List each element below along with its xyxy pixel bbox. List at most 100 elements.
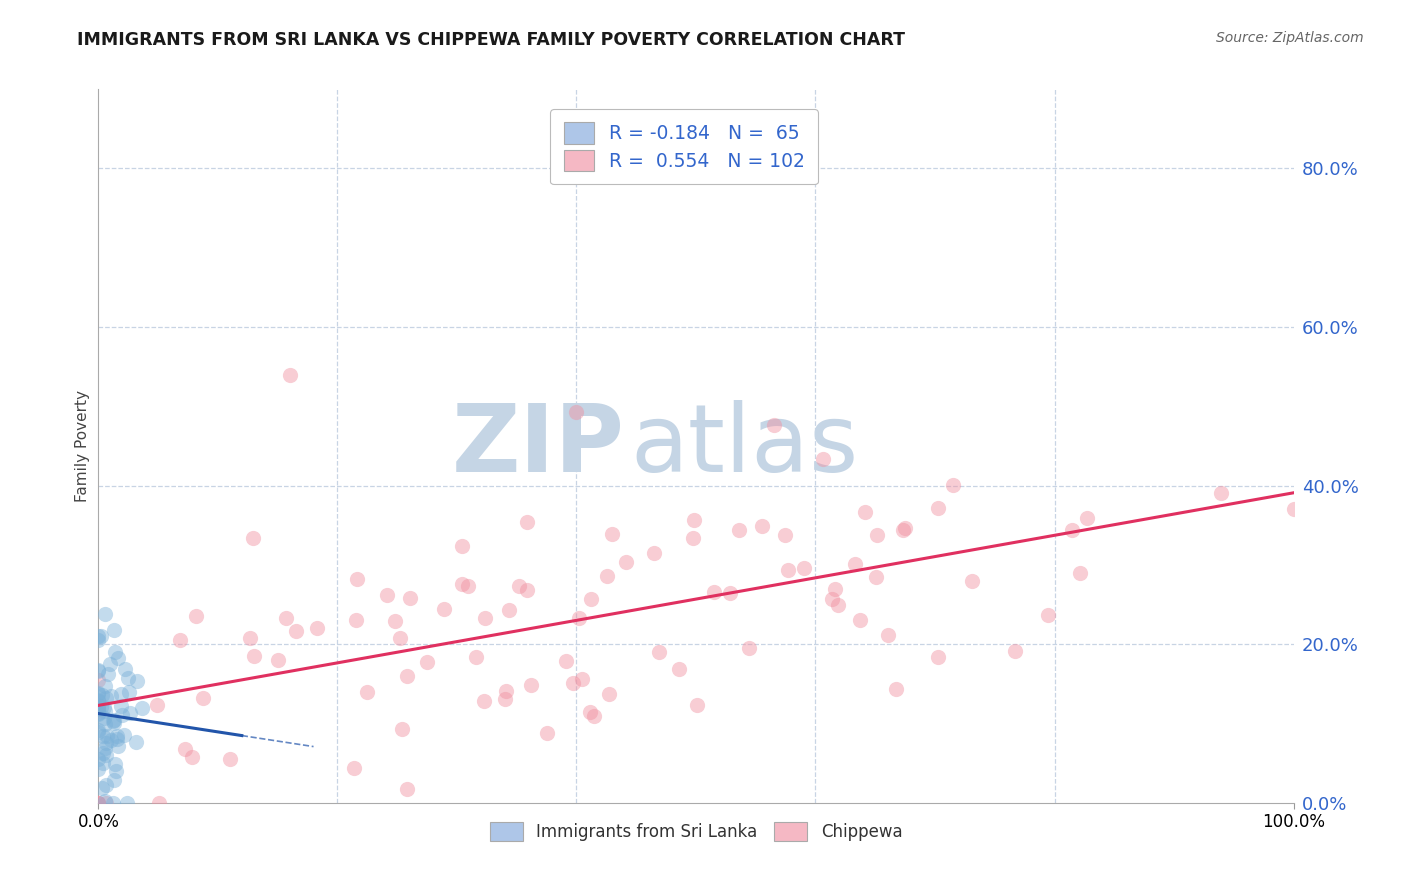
Point [107,739,129,754]
Point [87,796,110,810]
Point [643,546,665,560]
Point [105,729,128,743]
Point [242,531,264,545]
Point [110,687,132,701]
Point [578,705,600,719]
Point [516,515,538,529]
Point [93,711,115,725]
Point [110,699,132,714]
Text: atlas: atlas [630,400,859,492]
Point [96,730,118,744]
Point [169,632,191,647]
Point [598,687,620,701]
Point [104,645,127,659]
Point [111,708,134,723]
Point [87,700,110,714]
Point [827,598,849,612]
Point [346,572,368,586]
Point [457,579,479,593]
Point [718,586,741,600]
Point [239,631,262,645]
Point [191,690,214,705]
Point [474,611,496,625]
Point [451,539,474,553]
Point [686,698,709,713]
Point [1038,607,1060,622]
Point [96,691,118,706]
Point [103,772,125,787]
Point [614,555,637,569]
Point [579,591,602,606]
Point [87,663,110,677]
Point [87,796,110,810]
Point [865,570,887,584]
Text: ZIP: ZIP [451,400,624,492]
Point [582,709,605,723]
Point [866,528,889,542]
Point [821,592,844,607]
Point [94,607,117,622]
Point [104,756,127,771]
Point [703,585,725,599]
Legend: Immigrants from Sri Lanka, Chippewa: Immigrants from Sri Lanka, Chippewa [482,815,910,848]
Point [433,601,456,615]
Point [87,686,110,700]
Point [100,690,122,704]
Point [97,666,120,681]
Point [243,648,266,663]
Point [274,611,297,625]
Point [738,640,761,655]
Point [87,723,110,737]
Point [472,694,495,708]
Point [90,688,112,702]
Y-axis label: Family Poverty: Family Poverty [75,390,90,502]
Point [117,671,139,685]
Point [536,726,558,740]
Point [962,574,984,588]
Point [398,591,420,605]
Point [127,673,149,688]
Point [87,701,110,715]
Point [94,778,117,792]
Point [87,706,110,720]
Point [94,736,117,750]
Point [894,521,917,535]
Point [90,780,112,795]
Point [87,725,110,739]
Point [307,621,329,635]
Point [131,700,153,714]
Point [87,693,110,707]
Point [1076,511,1098,525]
Point [278,368,301,383]
Point [98,657,121,672]
Point [356,685,378,699]
Point [668,662,690,676]
Point [682,513,704,527]
Point [180,749,202,764]
Point [87,664,110,678]
Point [87,694,110,708]
Point [115,796,138,810]
Point [90,629,112,643]
Point [112,728,135,742]
Point [148,796,170,810]
Point [682,532,704,546]
Point [100,732,122,747]
Point [751,518,773,533]
Point [284,624,307,638]
Point [853,505,876,519]
Point [384,615,406,629]
Point [118,685,141,699]
Point [811,451,834,466]
Point [103,623,125,637]
Point [87,704,110,718]
Point [1282,501,1305,516]
Point [391,722,413,736]
Point [125,735,148,749]
Point [568,611,591,625]
Point [87,796,110,810]
Point [219,751,242,765]
Point [114,662,136,676]
Point [596,569,619,583]
Point [516,583,538,598]
